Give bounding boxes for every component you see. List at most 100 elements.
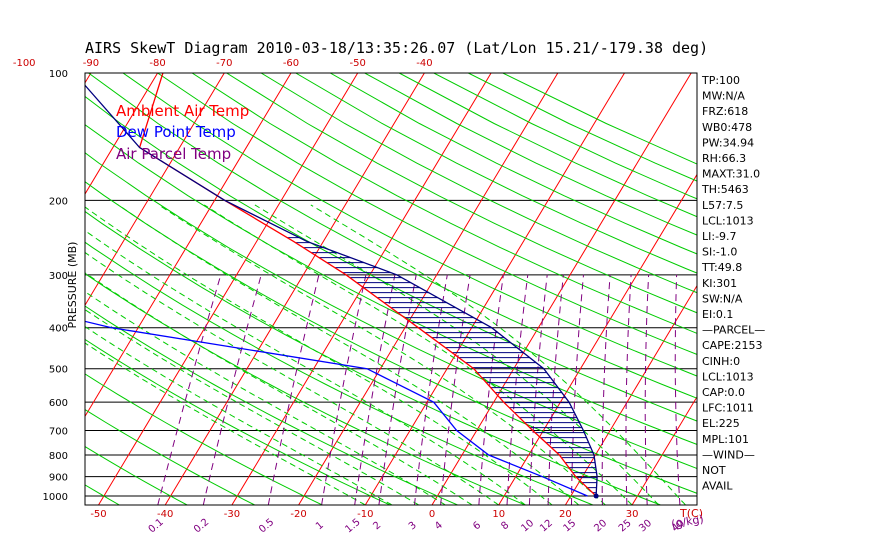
legend-dewpoint: Dew Point Temp [116,123,236,141]
top-temp-tick-label: -50 [350,58,366,69]
isotherm-line [85,73,292,418]
pressure-tick-label: 800 [49,451,68,462]
index-item: PW:34.94 [702,136,754,149]
index-item: MPL:101 [702,433,749,446]
moist-adiabat-line [85,326,393,505]
index-item: LFC:1011 [702,402,754,415]
index-item: SI:-1.0 [702,246,737,259]
dew-point-line [85,320,588,497]
dry-adiabat-line [122,73,697,377]
moist-adiabat-line [158,204,606,505]
bottom-temp-tick-label: 10 [492,509,505,520]
mixing-ratio-line [354,274,396,505]
mixing-ratio-tick-label: 2 [371,520,383,533]
mixing-ratio-line [414,274,448,505]
index-item: TH:5463 [701,183,749,196]
dry-adiabat-line [191,73,697,334]
index-item: LI:-9.7 [702,230,737,243]
mixing-ratio-tick-label: 0.5 [257,517,276,536]
dry-adiabat-line [85,152,697,470]
moist-adiabat-line [85,291,446,505]
pressure-tick-label: 400 [49,324,68,335]
isotherm-line [564,284,697,505]
mixing-ratio-line [378,274,417,505]
isotherm-line [98,73,359,505]
top-temp-tick-label: -100 [13,58,36,69]
mixing-ratio-tick-label: 0.2 [192,517,211,536]
mixing-ratio-tick-label: 30 [637,518,654,535]
isotherm-line [298,73,559,505]
pressure-tick-label: 700 [49,427,68,438]
pressure-tick-label: 300 [49,271,68,282]
moist-adiabat-line [310,204,686,505]
bottom-temp-tick-label: -10 [357,509,373,520]
index-item: FRZ:618 [702,105,748,118]
cape-hatching [287,237,598,494]
bottom-temp-tick-label: 20 [559,509,572,520]
dry-adiabat-line [88,73,697,399]
dry-adiabat-line [85,273,526,505]
moist-adiabat-line [254,204,660,505]
dry-adiabat-line [85,210,661,505]
mixing-ratio-line [267,274,320,505]
mixing-ratio-tick-label: 6 [471,520,483,533]
mixing-ratio-line [644,274,650,505]
top-temp-tick-labels: -120-110-100-90-80-70-60-50-40 [13,58,433,69]
index-item: EI:0.1 [702,308,733,321]
index-item: WB0:478 [702,121,752,134]
stability-indices: TP:100 MW:N/A FRZ:618 WB0:478 PW:34.94 RH:66.… [701,74,765,493]
bottom-temp-tick-label: -30 [224,509,240,520]
index-item: L57:7.5 [702,199,743,212]
top-temp-tick-label: -70 [216,58,232,69]
grid-lines [85,73,697,505]
moist-adiabat-line [85,206,553,505]
index-item: RH:66.3 [702,152,746,165]
index-item: NOT [702,464,726,477]
index-item: MAXT:31.0 [702,168,760,181]
index-item: SW:N/A [702,292,743,305]
surface-point [593,493,599,499]
pressure-tick-label: 600 [49,398,68,409]
parcel-temp-line [85,84,598,497]
index-item: LCL:1013 [702,214,754,227]
moist-adiabat-line [85,308,419,505]
mixing-axis-label: (g/kg) [670,512,704,530]
top-temp-tick-label: -40 [416,58,432,69]
dry-adiabat-line [85,305,458,505]
dry-adiabat-line [85,373,323,505]
index-item: —PARCEL— [702,324,765,337]
mixing-ratio-line [321,274,367,505]
pressure-tick-label: 100 [49,69,68,80]
dry-adiabat-line [85,484,120,505]
dry-adiabat-line [157,73,697,355]
index-item: CAPE:2153 [702,339,763,352]
index-item: MW:N/A [702,90,745,103]
mixing-ratio-line [547,274,564,505]
legend-ambient: Ambient Air Temp [116,102,249,120]
index-item: CAP:0.0 [702,386,745,399]
index-item: TP:100 [701,74,740,87]
top-temp-tick-label: -90 [83,58,99,69]
pressure-tick-label: 1000 [43,492,68,503]
bottom-temp-tick-label: -40 [157,509,173,520]
top-temp-tick-label: -60 [283,58,299,69]
index-item: —WIND— [702,448,755,461]
isotherm-line [85,73,225,307]
moist-adiabat-line [85,342,366,505]
index-item: KI:301 [702,277,737,290]
x-axis-label: T(C) [679,507,703,520]
legend-parcel: Air Parcel Temp [116,145,231,163]
dry-adiabat-line [85,408,255,505]
pressure-tick-label: 900 [49,473,68,484]
dry-adiabat-line [295,73,697,274]
moist-adiabat-line [203,204,633,505]
isotherm-line [164,73,425,505]
dry-adiabat-line [85,241,594,505]
index-item: LCL:1013 [702,370,754,383]
mixing-ratio-line [601,274,611,505]
profiles [85,73,599,499]
index-item: AVAIL [702,480,733,493]
isotherm-line [231,73,492,505]
mixing-ratio-tick-label: 15 [561,518,578,535]
